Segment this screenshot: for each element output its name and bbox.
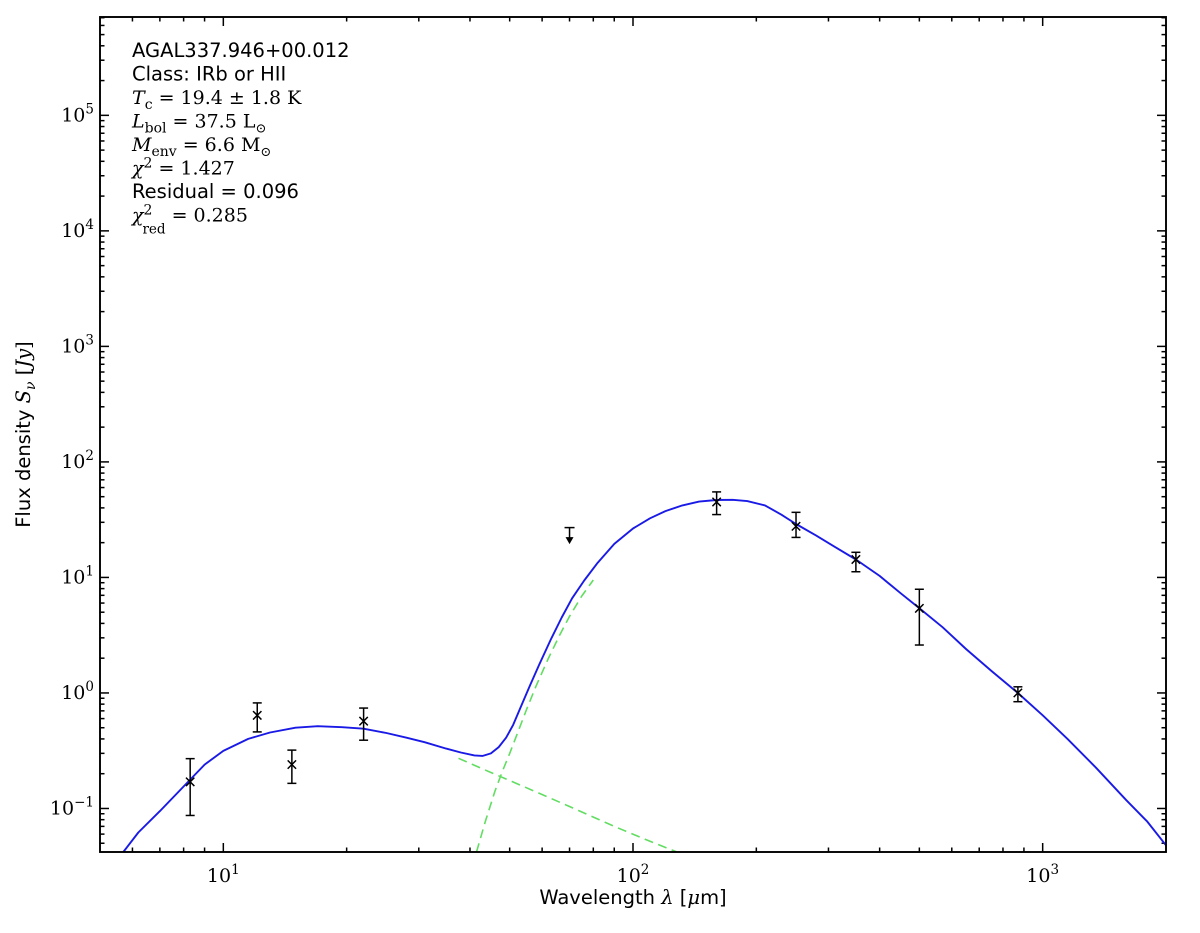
data-points-layer <box>185 491 1023 817</box>
x-marker <box>851 554 861 565</box>
curves-layer <box>122 498 1167 853</box>
data-point <box>287 749 297 785</box>
x-tick-label: 103 <box>1026 862 1059 887</box>
data-point <box>851 551 861 573</box>
y-tick-label: 103 <box>61 332 94 357</box>
x-marker <box>358 716 369 726</box>
annotation-line-6: Residual = 0.096 <box>132 180 299 203</box>
annotation-line-5: χ2 = 1.427 <box>130 156 235 180</box>
data-point <box>1013 686 1023 703</box>
y-axis-label: Flux density Sν [Jy] <box>12 341 39 528</box>
y-tick-label: 100 <box>61 679 94 704</box>
x-marker <box>711 497 722 507</box>
plot-frame <box>99 16 1167 853</box>
annotation-line-1: Class: IRb or HII <box>132 63 286 86</box>
y-tick-label: 102 <box>61 448 94 473</box>
annotation-line-4: Menv = 6.6 M⊙ <box>131 134 271 160</box>
y-tick-label: 101 <box>61 563 94 588</box>
x-tick-label: 102 <box>617 862 650 887</box>
y-tick-label: 10−1 <box>50 794 94 819</box>
data-point <box>252 702 262 733</box>
data-point <box>358 707 369 741</box>
x-marker <box>287 759 297 770</box>
x-marker <box>791 521 801 532</box>
warm-component-curve <box>458 757 678 853</box>
annotation-line-2: Tc = 19.4 ± 1.8 K <box>132 87 302 113</box>
data-point <box>711 491 722 516</box>
y-tick-label: 104 <box>61 217 94 242</box>
annotation-line-0: AGAL337.946+00.012 <box>132 39 350 62</box>
annotation-line-3: Lbol = 37.5 L⊙ <box>131 111 266 137</box>
cold-greybody-component-curve <box>475 579 594 853</box>
text-layer: 101 102 103 10−1 100 101 102 103 104 105 AGAL337.9… <box>12 39 1059 909</box>
upper-limit-marker <box>564 526 575 545</box>
annotation-line-7: χ2 red = 0.285 <box>130 203 248 238</box>
data-point <box>185 757 195 817</box>
x-tick-label: 101 <box>207 862 240 887</box>
data-point <box>914 588 925 646</box>
x-axis-label: Wavelength λ [μm] <box>539 886 726 909</box>
data-point <box>791 511 801 539</box>
y-tick-label: 105 <box>61 101 94 126</box>
x-marker <box>1013 688 1023 698</box>
x-marker <box>914 603 925 614</box>
x-marker <box>252 710 262 721</box>
down-arrow-icon <box>565 537 574 545</box>
x-marker <box>185 777 195 787</box>
total-model-fit-curve <box>122 498 1167 853</box>
